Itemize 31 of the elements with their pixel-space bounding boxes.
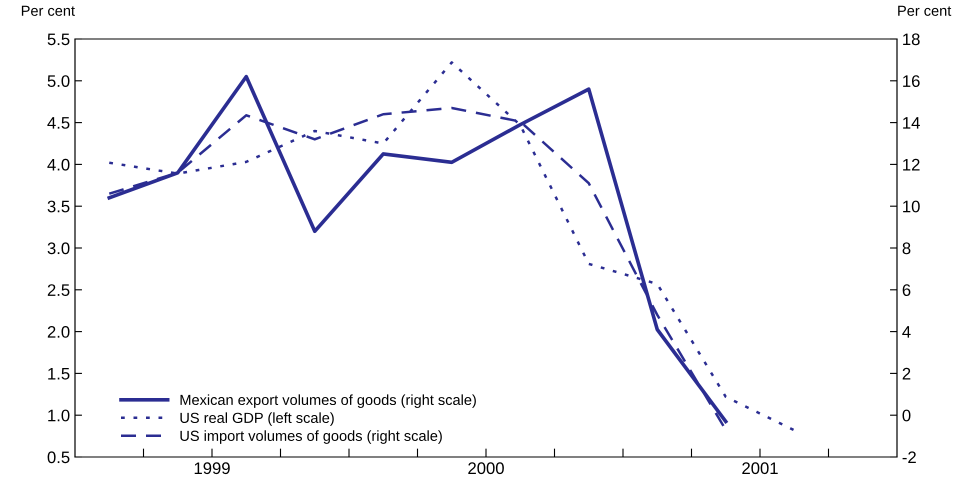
- x-tick-label: 2001: [742, 462, 778, 474]
- y2-tick-label: 4: [902, 326, 911, 338]
- y-tick-label: 2.0: [48, 326, 70, 338]
- y-tick-label: 0.5: [48, 451, 70, 464]
- y-tick-label: 3.0: [48, 242, 70, 254]
- y-tick-label: 2.5: [48, 284, 70, 296]
- y2-tick-label: 6: [902, 284, 910, 296]
- y-tick-label: 4.5: [47, 117, 70, 129]
- y-tick-label: 1.0: [48, 410, 70, 422]
- y2-tick-label: 0: [902, 410, 910, 422]
- y-tick-label: 3.5: [48, 200, 70, 212]
- x-tick-label: 2000: [468, 462, 504, 474]
- legend-label: US real GDP (left scale): [180, 412, 334, 426]
- y-tick-label: 4.0: [47, 158, 70, 171]
- y-axis-title: Per cent: [22, 6, 75, 16]
- y2-tick-label: 12: [903, 158, 920, 170]
- y2-tick-label: 10: [903, 200, 920, 212]
- y2-axis-title: Per cent: [898, 6, 952, 16]
- x-tick-label: 1999: [194, 462, 230, 474]
- legend-label: US import volumes of goods (right scale): [180, 430, 442, 444]
- y2-tick-label: 2: [902, 368, 910, 380]
- y-tick-label: 1.5: [48, 368, 70, 380]
- y-tick-label: 5.5: [48, 34, 70, 46]
- y2-tick-label: 8: [902, 242, 910, 254]
- y2-tick-label: 18: [903, 33, 920, 46]
- y-tick-label: 5.0: [48, 75, 70, 88]
- y2-tick-label: 14: [903, 117, 920, 129]
- y2-tick-label: -2: [902, 451, 916, 464]
- legend-label: Mexican export volumes of goods (right scale): [180, 394, 476, 408]
- y2-tick-label: 16: [903, 75, 920, 88]
- line-series: [108, 61, 796, 432]
